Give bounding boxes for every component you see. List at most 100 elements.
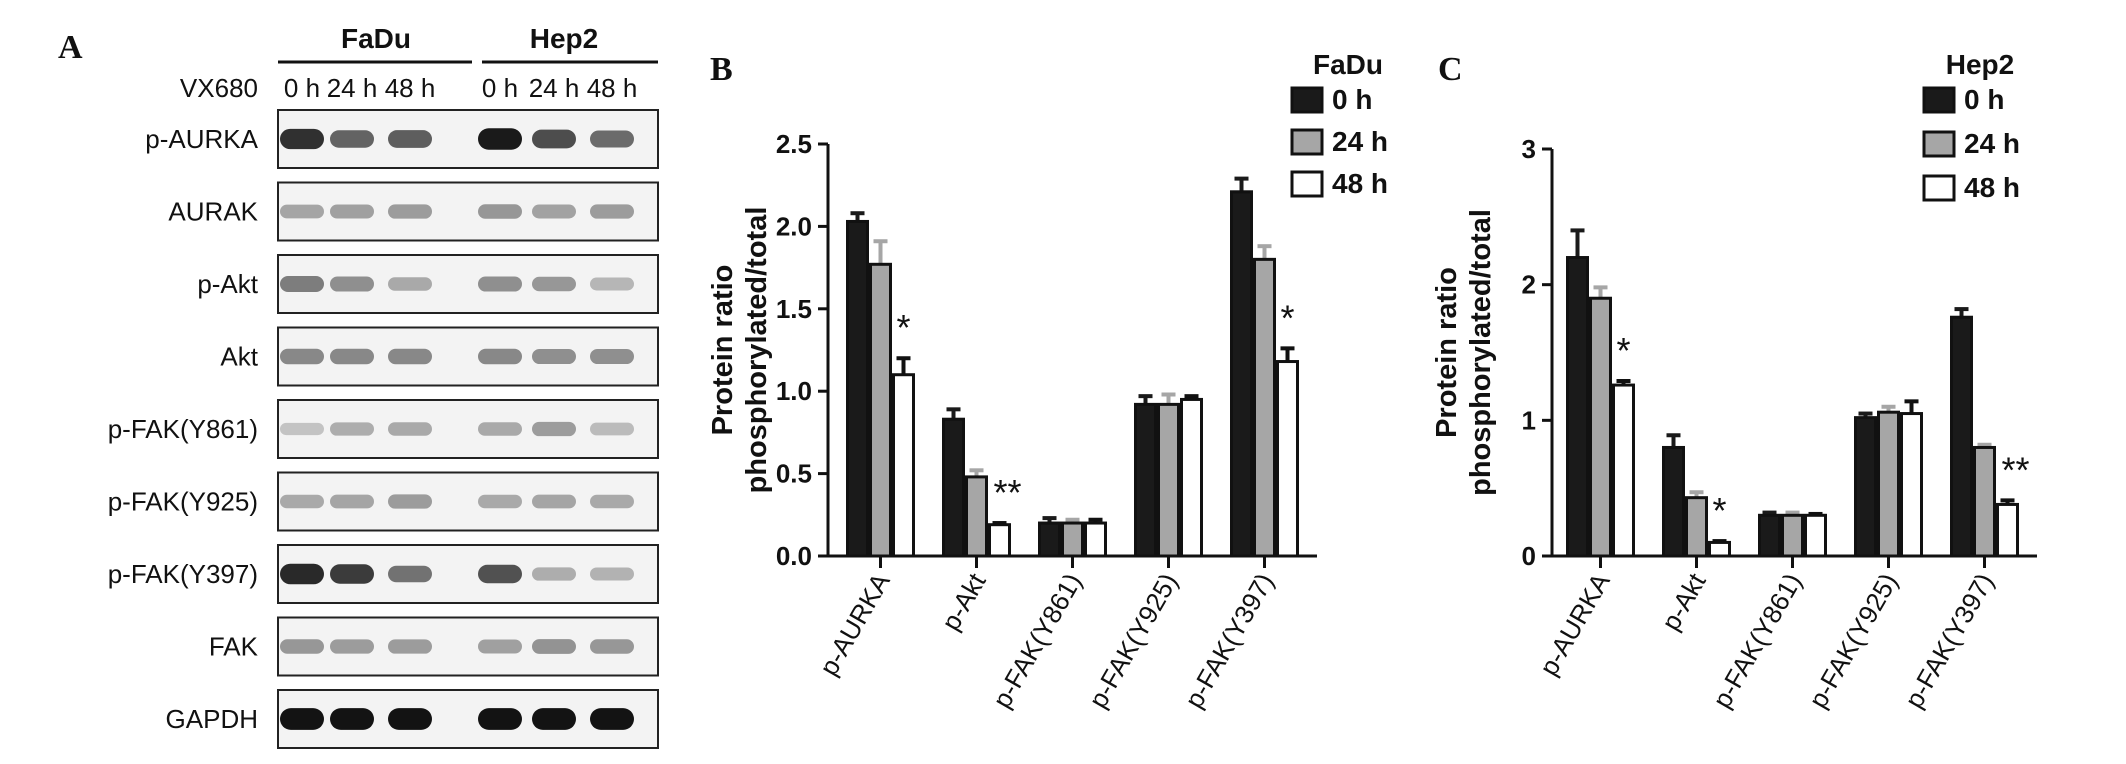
- blot-band: [478, 639, 522, 654]
- bar: [1084, 521, 1107, 558]
- bar: [1758, 513, 1781, 558]
- bar: [1061, 521, 1084, 558]
- legend-title: FaDu: [1313, 49, 1383, 80]
- legend-swatch: [1290, 128, 1324, 156]
- chart-c: 0 1 2 3 Protein ratio phosphorylated/total p-A…: [1431, 49, 2037, 713]
- significance-marker: *: [1616, 330, 1630, 371]
- chart-b: 0.0 0.5 1.0 1.5 2.0 2.5 Protein ratio phosphory…: [707, 49, 1388, 713]
- significance-marker: *: [896, 307, 910, 348]
- bar: [1253, 257, 1276, 558]
- legend-label: 24 h: [1964, 128, 2020, 159]
- y-tick-label: 3: [1522, 134, 1536, 164]
- blot-band: [280, 422, 324, 436]
- x-tick-label: p-AURKA: [1533, 567, 1616, 680]
- cell-line-header-hep2: Hep2: [530, 23, 598, 54]
- bar: [892, 373, 915, 558]
- blot-band: [590, 639, 634, 654]
- blot-band: [532, 204, 576, 219]
- bar: [1877, 410, 1900, 558]
- blot-band: [532, 639, 576, 654]
- blot-band: [478, 204, 522, 219]
- blot-band: [532, 276, 576, 292]
- blot-band: [330, 348, 374, 365]
- x-tick-label: p-FAK(Y861): [1707, 568, 1808, 713]
- blot-band: [590, 277, 634, 291]
- blot-label: FAK: [209, 632, 259, 662]
- blot-band: [478, 422, 522, 436]
- legend-label: 48 h: [1332, 168, 1388, 199]
- bar: [1781, 513, 1804, 558]
- x-tick-label: p-FAK(Y397): [1899, 568, 2000, 713]
- bar: [1589, 296, 1612, 558]
- bar: [988, 523, 1011, 558]
- legend-label: 0 h: [1332, 84, 1372, 115]
- blot-band: [532, 129, 576, 149]
- blot-band: [532, 421, 576, 437]
- blot-band: [280, 128, 324, 150]
- y-tick-label: 0.5: [776, 459, 812, 489]
- blot-band: [532, 567, 576, 581]
- blot-band: [280, 639, 324, 654]
- bar: [1996, 502, 2019, 558]
- bar: [1950, 315, 1973, 558]
- legend-swatch: [1922, 86, 1956, 114]
- blot-band: [280, 563, 324, 585]
- y-axis-label: phosphorylated/total: [1465, 209, 1497, 496]
- blot-band: [388, 348, 432, 365]
- x-tick-label: p-FAK(Y397): [1179, 568, 1280, 713]
- y-axis-label: phosphorylated/total: [741, 207, 773, 494]
- blot-band: [330, 130, 374, 148]
- bar: [1276, 360, 1299, 558]
- legend-label: 0 h: [1964, 84, 2004, 115]
- blot-label: p-FAK(Y397): [108, 559, 258, 589]
- blot-label: Akt: [220, 342, 258, 372]
- bar: [1157, 402, 1180, 558]
- panel-a-letter: A: [58, 29, 83, 66]
- y-tick-label: 1.0: [776, 376, 812, 406]
- bar: [1854, 416, 1877, 558]
- blot-band: [478, 708, 522, 730]
- blot-band: [330, 564, 374, 584]
- blot-band: [478, 348, 522, 365]
- blot-band: [280, 708, 324, 730]
- blot-label: p-FAK(Y925): [108, 487, 258, 517]
- blot-band: [478, 564, 522, 584]
- legend-swatch: [1290, 86, 1324, 114]
- bar: [1612, 383, 1635, 558]
- blot-band: [590, 130, 634, 148]
- bar: [1566, 256, 1589, 558]
- blot-band: [280, 494, 324, 509]
- blot-band: [330, 204, 374, 219]
- y-tick-label: 0: [1522, 541, 1536, 571]
- legend-swatch: [1922, 174, 1956, 202]
- blot-band: [330, 639, 374, 654]
- blot-label: AURAK: [168, 197, 258, 227]
- y-tick-label: 1: [1522, 405, 1536, 435]
- blot-band: [330, 276, 374, 292]
- bar: [942, 417, 965, 558]
- x-tick-label: p-FAK(Y925): [1803, 568, 1904, 713]
- blot-band: [590, 348, 634, 365]
- legend-label: 48 h: [1964, 172, 2020, 203]
- blot-band: [532, 708, 576, 730]
- significance-marker: **: [993, 472, 1021, 513]
- blot-band: [590, 204, 634, 219]
- time-label: 48 h: [385, 73, 436, 103]
- bar: [965, 475, 988, 558]
- blot-band: [280, 348, 324, 365]
- y-tick-label: 2.5: [776, 129, 812, 159]
- cell-line-header-fadu: FaDu: [341, 23, 411, 54]
- blot-band: [388, 204, 432, 219]
- blot-band: [532, 348, 576, 365]
- bar: [1804, 513, 1827, 558]
- blot-band: [590, 708, 634, 730]
- time-label: 24 h: [529, 73, 580, 103]
- bar: [1685, 496, 1708, 558]
- legend-swatch: [1290, 170, 1324, 198]
- significance-marker: *: [1280, 297, 1294, 338]
- blot-band: [388, 422, 432, 436]
- blot-band: [388, 639, 432, 654]
- time-label: 48 h: [587, 73, 638, 103]
- blot-band: [388, 494, 432, 509]
